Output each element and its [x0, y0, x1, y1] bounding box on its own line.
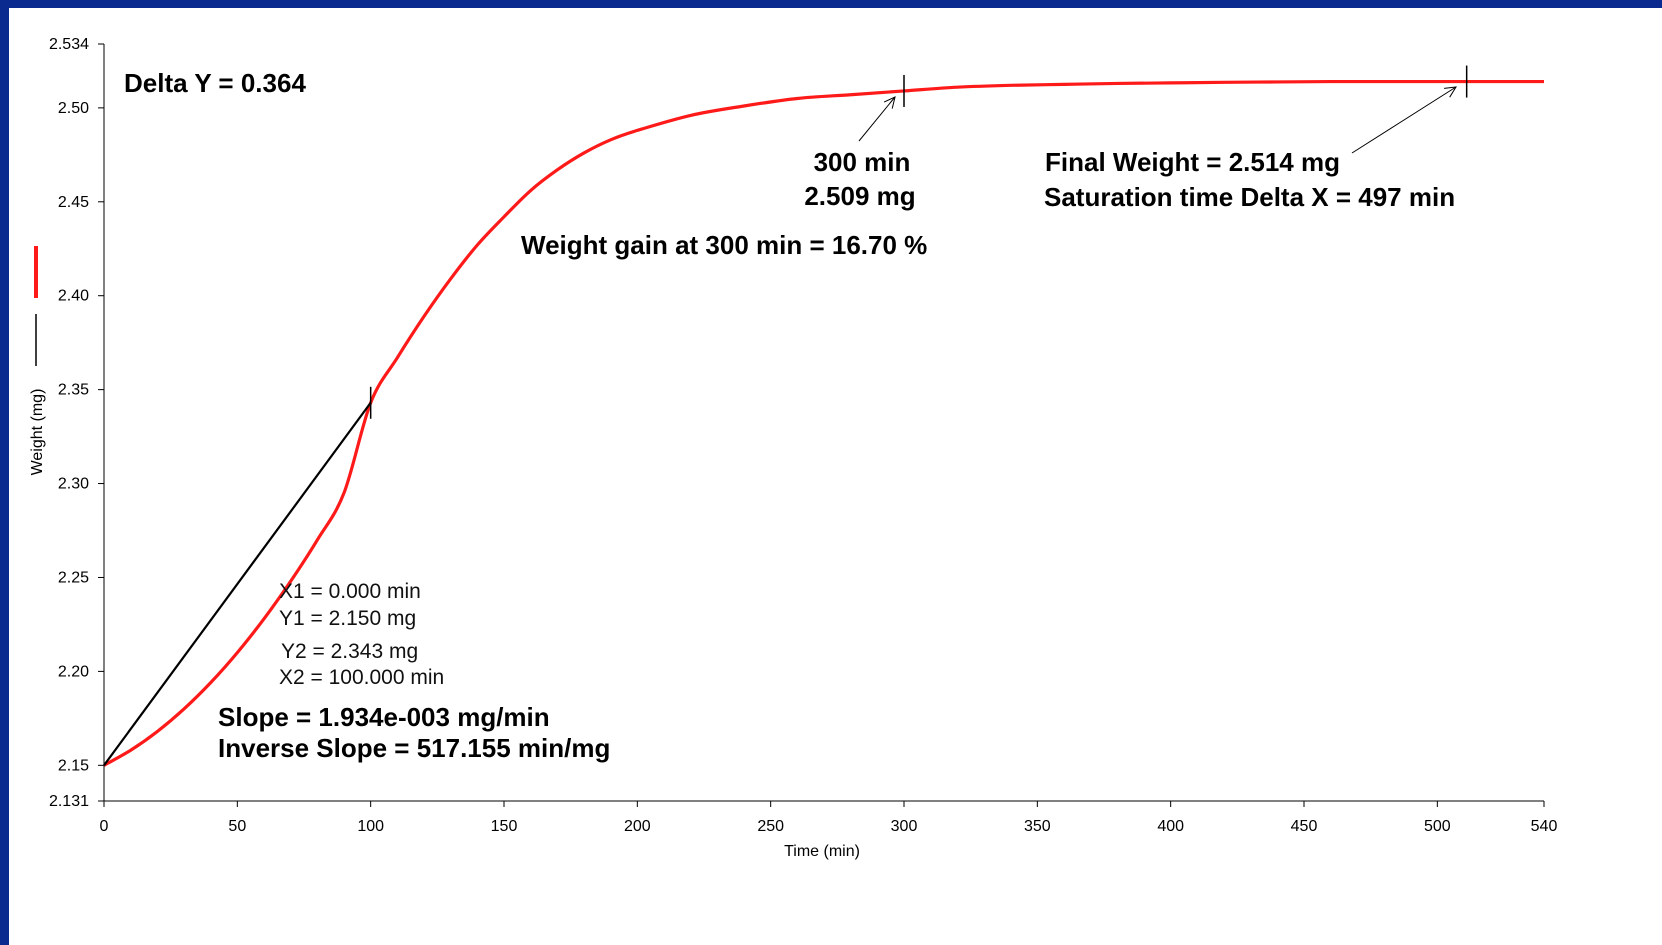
y-axis-title: Weight (mg): [29, 389, 46, 476]
x-tick-label: 50: [228, 818, 246, 835]
x-tick-label: 200: [624, 818, 651, 835]
series-layer: [103, 79, 1544, 767]
y-tick-label: 2.45: [58, 194, 89, 211]
weight-vs-time-chart: 0 50 100 150 200 250 300 350 400 450 500 540 2.1312…: [29, 36, 1558, 860]
x-tick-label: 540: [1531, 818, 1558, 835]
y-axis-ticks: 2.131 2.15 2.20 2.25 2.30 2.35 2.40 2.45 2.50 2.5…: [49, 36, 104, 810]
marker-weight-annotation: 2.509 mg: [804, 181, 915, 211]
x-tick-label: 400: [1157, 818, 1184, 835]
arrow-final-weight-head: [1444, 86, 1457, 98]
x-tick-label: 500: [1424, 818, 1451, 835]
arrow-300min: [858, 96, 896, 142]
y-tick-label: 2.50: [58, 100, 89, 117]
x-tick-label: 250: [757, 818, 784, 835]
arrow-300min-head: [883, 96, 896, 109]
x-axis-ticks: 0 50 100 150 200 250 300 350 400 450 500 540: [100, 801, 1558, 835]
plot-panel: 0 50 100 150 200 250 300 350 400 450 500 540 2.131 2…: [9, 8, 1662, 945]
final-weight-annotation: Final Weight = 2.514 mg: [1045, 147, 1340, 177]
x-tick-label: 100: [357, 818, 384, 835]
y1-annotation: Y1 = 2.150 mg: [279, 607, 416, 630]
x-tick-label: 300: [891, 818, 918, 835]
y-tick-label: 2.20: [58, 663, 89, 680]
slope-line: [103, 402, 372, 766]
weight-gain-annotation: Weight gain at 300 min = 16.70 %: [521, 230, 927, 260]
saturation-annotation: Saturation time Delta X = 497 min: [1044, 182, 1455, 212]
slope-annotation: Slope = 1.934e-003 mg/min: [218, 702, 550, 732]
y-tick-label: 2.131: [49, 793, 89, 810]
y2-annotation: Y2 = 2.343 mg: [281, 640, 418, 663]
x2-annotation: X2 = 100.000 min: [279, 666, 444, 689]
delta-y-annotation: Delta Y = 0.364: [124, 68, 306, 98]
arrow-final-weight: [1351, 86, 1457, 154]
x1-annotation: X1 = 0.000 min: [279, 580, 421, 603]
y-tick-label: 2.30: [58, 476, 89, 493]
inverse-slope-annotation: Inverse Slope = 517.155 min/mg: [218, 733, 610, 763]
marker-time-annotation: 300 min: [814, 147, 911, 177]
y-tick-label: 2.534: [49, 36, 89, 53]
y-tick-label: 2.15: [58, 757, 89, 774]
arrows-layer: [858, 86, 1457, 154]
x-tick-label: 350: [1024, 818, 1051, 835]
y-tick-label: 2.25: [58, 569, 89, 586]
x-tick-label: 450: [1291, 818, 1318, 835]
x-axis-title: Time (min): [784, 843, 860, 860]
markers-layer: [369, 65, 1468, 419]
x-tick-label: 150: [491, 818, 518, 835]
weight-curve: [103, 79, 1544, 767]
y-tick-label: 2.35: [58, 382, 89, 399]
x-tick-label: 0: [100, 818, 109, 835]
y-tick-label: 2.40: [58, 288, 89, 305]
